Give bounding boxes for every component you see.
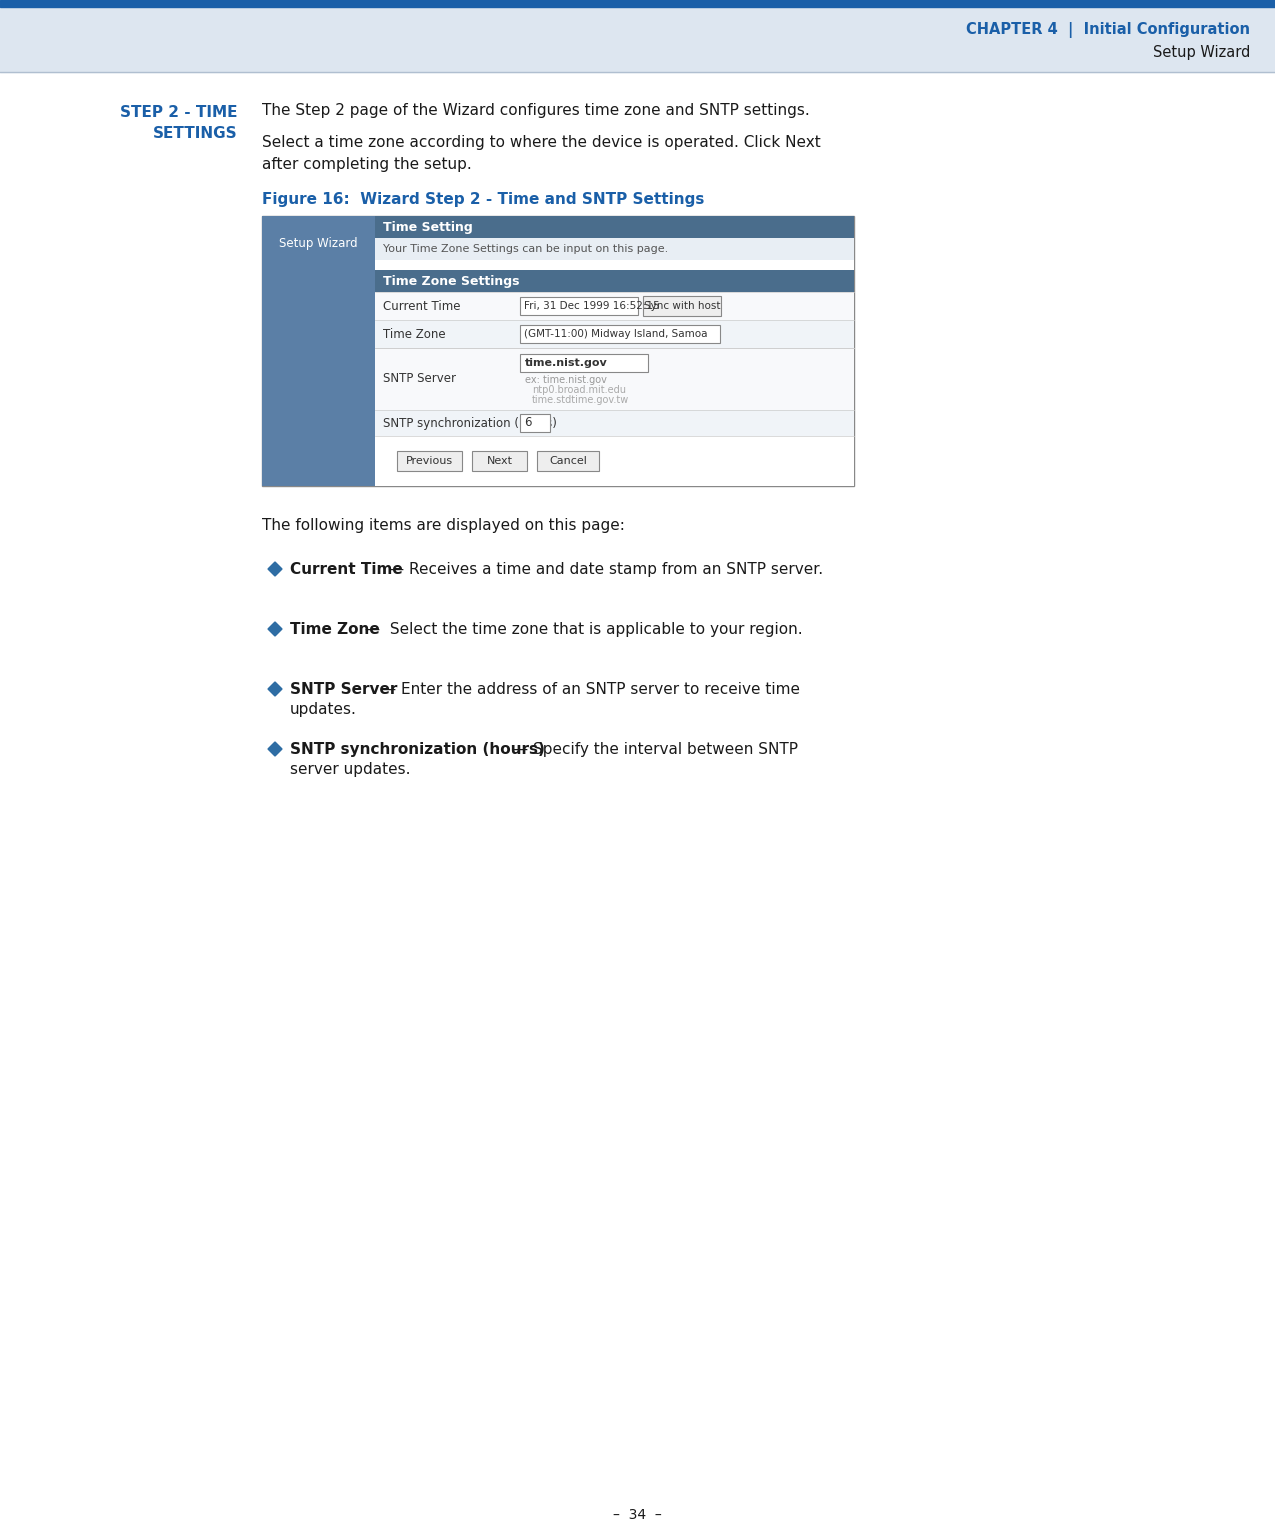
Bar [375, 237, 854, 260]
Polygon shape [268, 562, 282, 576]
Bar [375, 348, 854, 411]
Text: Time Setting: Time Setting [382, 221, 473, 233]
Bar [375, 216, 854, 237]
Text: SNTP synchronization (hours): SNTP synchronization (hours) [289, 741, 544, 757]
Text: Previous: Previous [405, 457, 453, 466]
Text: CHAPTER 4  |  Initial Configuration: CHAPTER 4 | Initial Configuration [966, 21, 1250, 38]
Bar [375, 293, 854, 320]
Text: SNTP synchronization (hours): SNTP synchronization (hours) [382, 417, 557, 429]
Text: Next: Next [487, 457, 513, 466]
Text: Time Zone: Time Zone [382, 328, 446, 340]
Text: Current Time: Current Time [289, 562, 403, 578]
Text: server updates.: server updates. [289, 761, 411, 777]
Text: 6: 6 [524, 417, 532, 429]
Bar [643, 296, 720, 316]
Polygon shape [268, 622, 282, 636]
Text: —  Select the time zone that is applicable to your region.: — Select the time zone that is applicabl… [361, 622, 803, 637]
Bar [375, 437, 854, 486]
Text: ex: time.nist.gov: ex: time.nist.gov [525, 375, 607, 385]
Text: Time Zone Settings: Time Zone Settings [382, 274, 519, 288]
Text: Fri, 31 Dec 1999 16:52:15: Fri, 31 Dec 1999 16:52:15 [524, 300, 659, 311]
Text: Setup Wizard: Setup Wizard [279, 237, 358, 251]
Text: Figure 16:  Wizard Step 2 - Time and SNTP Settings: Figure 16: Wizard Step 2 - Time and SNTP… [261, 192, 704, 207]
Text: The Step 2 page of the Wizard configures time zone and SNTP settings.: The Step 2 page of the Wizard configures… [261, 103, 810, 118]
Polygon shape [268, 741, 282, 755]
Bar [520, 414, 550, 432]
Text: The following items are displayed on this page:: The following items are displayed on thi… [261, 518, 625, 533]
Bar [0, 8, 1275, 72]
Bar [261, 216, 854, 486]
Text: — Receives a time and date stamp from an SNTP server.: — Receives a time and date stamp from an… [384, 562, 822, 578]
Bar [375, 411, 854, 437]
Bar [0, 0, 1275, 8]
Bar [520, 354, 648, 372]
Text: updates.: updates. [289, 702, 357, 717]
Text: Cancel: Cancel [550, 457, 586, 466]
Bar [520, 325, 720, 343]
Bar [375, 270, 854, 293]
Bar [375, 260, 854, 270]
Text: Sync with host: Sync with host [644, 300, 720, 311]
Text: –  34  –: – 34 – [612, 1507, 662, 1521]
Polygon shape [268, 682, 282, 696]
Bar [537, 450, 599, 470]
Text: time.nist.gov: time.nist.gov [525, 358, 608, 368]
Text: Setup Wizard: Setup Wizard [1153, 46, 1250, 60]
Text: STEP 2 - TIME: STEP 2 - TIME [121, 106, 238, 119]
Text: SETTINGS: SETTINGS [153, 126, 238, 141]
Text: — Specify the interval between SNTP: — Specify the interval between SNTP [509, 741, 798, 757]
Text: Your Time Zone Settings can be input on this page.: Your Time Zone Settings can be input on … [382, 244, 668, 254]
Text: ntp0.broad.mit.edu: ntp0.broad.mit.edu [532, 385, 626, 395]
Bar [520, 297, 638, 316]
Text: Select a time zone according to where the device is operated. Click Next: Select a time zone according to where th… [261, 135, 821, 150]
Bar [375, 320, 854, 348]
Text: after completing the setup.: after completing the setup. [261, 156, 472, 172]
Text: SNTP Server: SNTP Server [382, 372, 456, 386]
Bar [472, 450, 527, 470]
Text: time.stdtime.gov.tw: time.stdtime.gov.tw [532, 395, 630, 404]
Bar [397, 450, 462, 470]
Text: — Enter the address of an SNTP server to receive time: — Enter the address of an SNTP server to… [376, 682, 799, 697]
Text: (GMT-11:00) Midway Island, Samoa: (GMT-11:00) Midway Island, Samoa [524, 329, 708, 339]
Text: Time Zone: Time Zone [289, 622, 380, 637]
Text: Current Time: Current Time [382, 299, 460, 313]
Text: SNTP Server: SNTP Server [289, 682, 398, 697]
Bar [261, 216, 375, 486]
